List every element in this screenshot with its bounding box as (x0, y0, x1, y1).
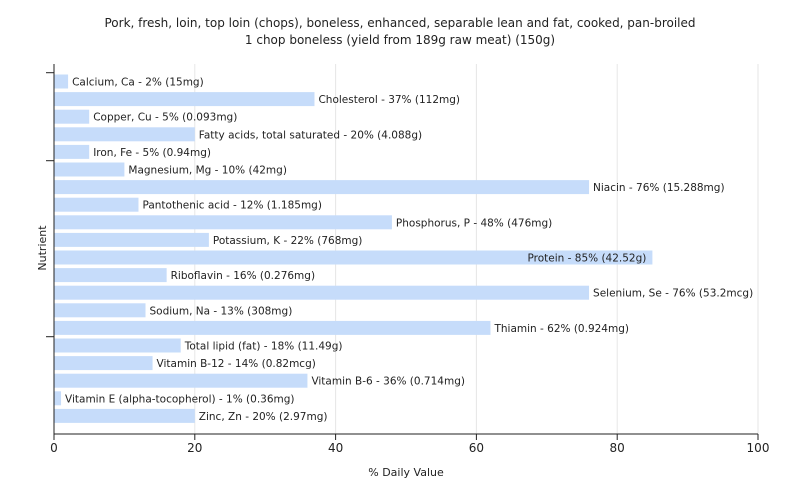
bar-label: Iron, Fe - 5% (0.94mg) (93, 147, 211, 159)
bar (54, 197, 139, 212)
bar (54, 127, 195, 142)
bar (54, 250, 653, 265)
bar (54, 320, 491, 335)
bar-label: Zinc, Zn - 20% (2.97mg) (199, 411, 328, 423)
x-tick-label: 40 (328, 441, 343, 455)
bar-label: Vitamin E (alpha-tocopherol) - 1% (0.36m… (65, 393, 295, 405)
bar (54, 338, 181, 353)
bar (54, 144, 90, 159)
bar (54, 74, 69, 89)
bar-label: Potassium, K - 22% (768mg) (213, 235, 363, 247)
bar-label: Fatty acids, total saturated - 20% (4.08… (199, 129, 422, 141)
bar (54, 109, 90, 124)
bar (54, 285, 590, 300)
bar (54, 356, 153, 371)
bar (54, 391, 62, 406)
bar-label: Vitamin B-6 - 36% (0.714mg) (311, 376, 465, 388)
bar-label: Selenium, Se - 76% (53.2mcg) (593, 288, 753, 300)
bar-label: Cholesterol - 37% (112mg) (318, 94, 460, 106)
bar-label: Calcium, Ca - 2% (15mg) (72, 77, 204, 89)
y-axis-title: Nutrient (36, 225, 49, 271)
bar-label: Thiamin - 62% (0.924mg) (493, 323, 629, 335)
bar-label: Niacin - 76% (15.288mg) (593, 182, 725, 194)
grid-lines (194, 64, 759, 434)
axes: 0 20 40 60 80 100 (46, 64, 769, 455)
bar-label: Magnesium, Mg - 10% (42mg) (128, 165, 287, 177)
x-tick-label: 80 (610, 441, 625, 455)
x-axis-title: % Daily Value (368, 466, 444, 479)
bar (54, 162, 125, 177)
x-tick-label: 100 (747, 441, 770, 455)
bar-label: Sodium, Na - 13% (308mg) (150, 305, 293, 317)
x-tick-label: 0 (50, 441, 58, 455)
bar-label: Protein - 85% (42.52g) (528, 253, 647, 265)
bar-labels: Calcium, Ca - 2% (15mg) Cholesterol - 37%… (65, 77, 753, 423)
bar-label: Pantothenic acid - 12% (1.185mg) (142, 200, 321, 212)
bar-label: Vitamin B-12 - 14% (0.82mcg) (157, 358, 316, 370)
bar-label: Riboflavin - 16% (0.276mg) (171, 270, 315, 282)
x-tick-label: 60 (469, 441, 484, 455)
bar-label: Total lipid (fat) - 18% (11.49g) (184, 341, 343, 353)
bar-label: Copper, Cu - 5% (0.093mg) (93, 112, 237, 124)
bar (54, 408, 195, 423)
bar (54, 373, 308, 388)
bar (54, 215, 392, 230)
bar (54, 232, 209, 247)
bars (54, 74, 653, 423)
bar (54, 268, 167, 283)
x-tick-label: 20 (187, 441, 202, 455)
bar-label: Phosphorus, P - 48% (476mg) (396, 217, 552, 229)
bar (54, 303, 146, 318)
bar (54, 180, 590, 195)
chart-subtitle: 1 chop boneless (yield from 189g raw mea… (245, 33, 555, 47)
bar (54, 92, 315, 107)
chart-title: Pork, fresh, loin, top loin (chops), bon… (104, 16, 695, 30)
